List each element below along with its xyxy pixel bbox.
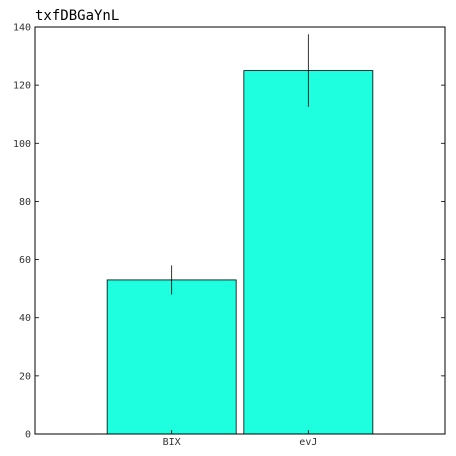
y-tick-label: 100	[13, 139, 31, 150]
plot-area: BIX evJ 0 20 40 60 80 100 120 140	[13, 23, 446, 448]
y-tick-label: 80	[19, 197, 31, 208]
x-tick-label: BIX	[163, 437, 181, 448]
y-tick-label: 40	[19, 313, 31, 324]
chart-title: txfDBGaYnL	[35, 8, 119, 24]
y-tick-label: 0	[25, 430, 31, 441]
x-tick-label: evJ	[299, 437, 317, 448]
plot-frame	[34, 26, 446, 435]
y-tick-label: 20	[19, 371, 31, 382]
y-tick-label: 60	[19, 255, 31, 266]
bar-evj	[243, 70, 374, 435]
y-tick-label: 140	[13, 23, 31, 34]
bar-bix	[106, 279, 237, 435]
y-tick-label: 120	[13, 81, 31, 92]
